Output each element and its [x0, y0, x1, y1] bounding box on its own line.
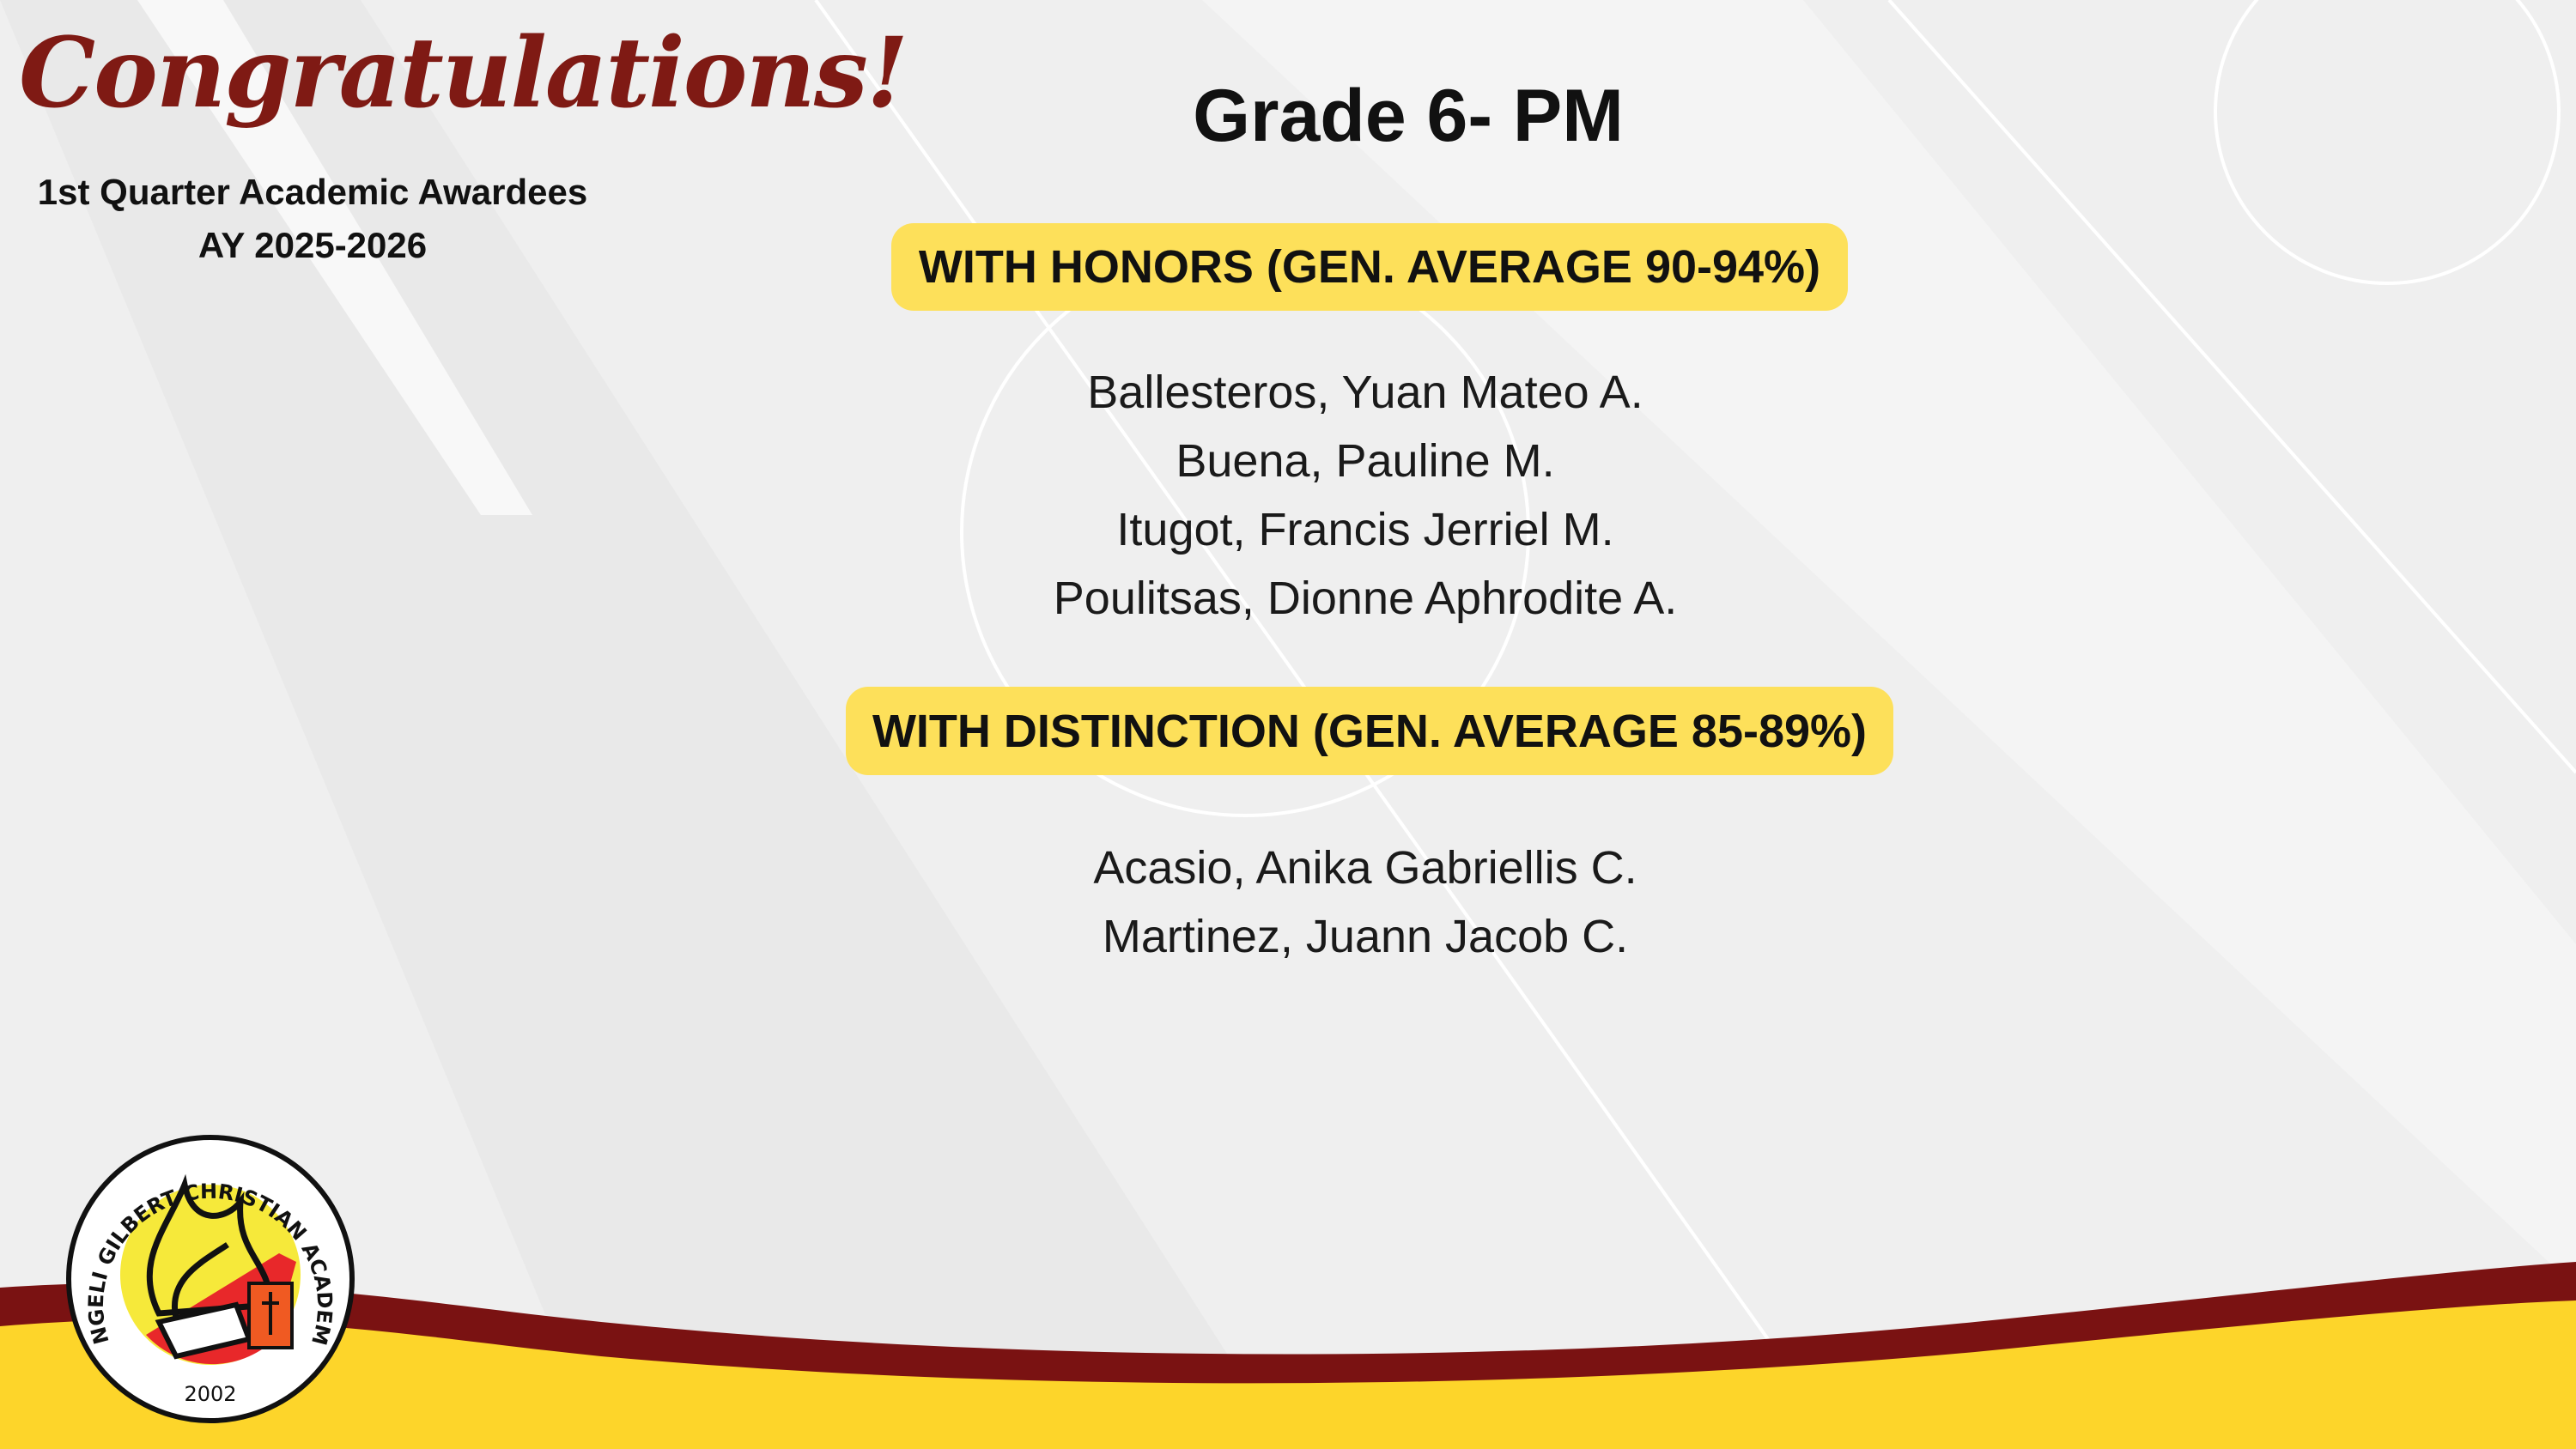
school-logo: ANGELI GILBERT CHRISTIAN ACADEMY 2002 [64, 1133, 355, 1423]
honors-name: Buena, Pauline M. [1176, 435, 1555, 487]
honors-heading: WITH HONORS (GEN. AVERAGE 90-94%) [891, 223, 1848, 311]
grade-title: Grade 6- PM [1193, 75, 1624, 157]
distinction-heading: WITH DISTINCTION (GEN. AVERAGE 85-89%) [846, 687, 1893, 775]
distinction-name: Martinez, Juann Jacob C. [1102, 911, 1629, 962]
logo-year: 2002 [184, 1382, 236, 1406]
greeting-heading: Congratulations! [19, 17, 908, 130]
academic-year: AY 2025-2026 [197, 225, 428, 265]
distinction-name: Acasio, Anika Gabriellis C. [1093, 842, 1637, 894]
honors-name: Ballesteros, Yuan Mateo A. [1087, 367, 1643, 418]
honors-name: Poulitsas, Dionne Aphrodite A. [1053, 573, 1678, 624]
honors-name: Itugot, Francis Jerriel M. [1116, 504, 1614, 555]
awardees-subtitle: 1st Quarter Academic Awardees [37, 172, 588, 212]
